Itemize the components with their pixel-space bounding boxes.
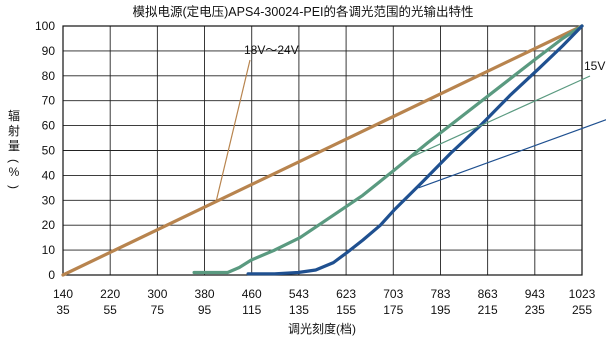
x-tick-label-bottom: 155 [336, 303, 356, 317]
y-tick-label: 30 [42, 193, 56, 207]
annotation-leader [418, 119, 606, 189]
y-axis-label-char: 量 [8, 139, 20, 153]
y-axis-ticks: 0 10 20 30 40 50 60 70 80 90 100 [35, 19, 55, 282]
x-tick-label-top: 943 [525, 287, 545, 301]
y-tick-label: 80 [42, 69, 56, 83]
y-tick-label: 90 [42, 44, 56, 58]
x-tick-label-bottom: 255 [572, 303, 592, 317]
y-tick-label: 40 [42, 168, 56, 182]
y-axis-label-char: ( [7, 159, 21, 163]
annotation-label: 18V〜24V [244, 43, 299, 57]
annotation-label: 15V〜24V [584, 59, 606, 73]
x-tick-label-bottom: 35 [56, 303, 70, 317]
x-tick-label-bottom: 55 [104, 303, 118, 317]
y-tick-label: 20 [42, 218, 56, 232]
y-axis-label-char: 辐 [8, 108, 20, 123]
y-axis-label-char: % [9, 165, 20, 179]
y-tick-label: 10 [42, 243, 56, 257]
x-tick-label-bottom: 135 [289, 303, 309, 317]
x-tick-label-top: 1023 [569, 287, 596, 301]
x-tick-label-top: 543 [289, 287, 309, 301]
y-tick-label: 60 [42, 119, 56, 133]
x-tick-label-bottom: 235 [525, 303, 545, 317]
y-tick-label: 0 [48, 268, 55, 282]
plot-frame [62, 25, 583, 276]
y-axis-label: 辐射量 (%) [7, 108, 21, 189]
y-tick-label: 70 [42, 94, 56, 108]
x-tick-label-top: 140 [53, 287, 73, 301]
x-axis-ticks: 140 35 220 55 300 75 380 95 460 115 543 135 623 155 70… [53, 287, 596, 317]
annotation-leader [215, 59, 251, 203]
x-tick-label-top: 300 [147, 287, 167, 301]
x-tick-label-top: 460 [242, 287, 262, 301]
x-tick-label-bottom: 115 [242, 303, 261, 317]
x-tick-label-top: 623 [336, 287, 356, 301]
x-tick-label-bottom: 215 [478, 303, 498, 317]
x-tick-label-top: 863 [478, 287, 498, 301]
x-tick-label-bottom: 75 [151, 303, 165, 317]
x-tick-label-top: 220 [100, 287, 120, 301]
annotation-leader [403, 75, 591, 162]
x-axis-label: 调光刻度(档) [288, 321, 356, 336]
x-tick-label-top: 703 [383, 287, 403, 301]
series-line [61, 24, 584, 277]
x-tick-label-bottom: 195 [430, 303, 450, 317]
x-tick-label-bottom: 175 [383, 303, 403, 317]
series-line [246, 24, 584, 276]
y-axis-label-char: 射 [8, 123, 20, 138]
y-axis-label-char: ) [7, 185, 21, 189]
x-tick-label-top: 380 [195, 287, 215, 301]
series-layer [61, 24, 584, 277]
y-tick-label: 50 [42, 144, 56, 158]
x-tick-label-bottom: 95 [198, 303, 212, 317]
x-tick-label-top: 783 [430, 287, 450, 301]
chart-title: 模拟电源(定电压)APS4-30024-PEI的各调光范围的光输出特性 [132, 4, 473, 19]
series-line [192, 24, 584, 275]
y-tick-label: 100 [35, 19, 55, 33]
